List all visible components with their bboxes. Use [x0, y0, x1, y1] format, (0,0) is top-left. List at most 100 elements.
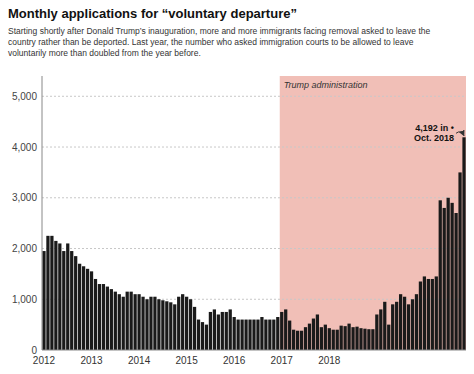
bar: [225, 312, 228, 350]
bar: [439, 200, 442, 350]
bar: [443, 208, 446, 350]
y-tick-label: 4,000: [12, 142, 37, 153]
bar: [391, 304, 394, 350]
bar: [237, 320, 240, 350]
subtitle: Starting shortly after Donald Trump’s in…: [8, 26, 430, 58]
bar: [451, 203, 454, 350]
bar: [50, 236, 53, 350]
bar: [407, 304, 410, 350]
bar: [340, 326, 343, 350]
subtitle-line: Starting shortly after Donald Trump’s in…: [8, 26, 430, 36]
bar: [288, 321, 291, 350]
bar: [193, 307, 196, 350]
bar: [387, 325, 390, 350]
bar: [292, 330, 295, 350]
bar: [383, 302, 386, 350]
bar: [359, 328, 362, 350]
bar: [316, 314, 319, 350]
bar: [137, 294, 140, 350]
bar: [78, 264, 81, 350]
bar: [197, 320, 200, 350]
bar: [276, 317, 279, 350]
bar: [320, 327, 323, 350]
x-tick-label: 2014: [128, 355, 151, 366]
bar: [244, 320, 247, 350]
y-tick-label: 1,000: [12, 294, 37, 305]
bar: [363, 329, 366, 350]
bar: [336, 330, 339, 350]
bar: [260, 317, 263, 350]
bar: [153, 297, 156, 350]
bar: [375, 314, 378, 350]
bar: [122, 297, 125, 350]
bar: [447, 198, 450, 350]
bar: [296, 331, 299, 350]
bar: [229, 309, 232, 350]
bar: [209, 312, 212, 350]
bar: [423, 276, 426, 350]
bar: [308, 324, 311, 350]
x-tick-label: 2017: [271, 355, 294, 366]
bar: [90, 271, 93, 350]
bar: [213, 309, 216, 350]
bar: [419, 282, 422, 351]
bar: [399, 294, 402, 350]
bar: [233, 317, 236, 350]
period-label: Trump administration: [284, 80, 368, 90]
bar: [221, 312, 224, 350]
title: Monthly applications for “voluntary depa…: [8, 6, 297, 21]
bar: [240, 320, 243, 350]
bar: [189, 299, 192, 350]
bar: [98, 284, 101, 350]
bar: [355, 327, 358, 350]
bar: [106, 287, 109, 350]
bar: [256, 320, 259, 350]
bar: [403, 297, 406, 350]
annotation-arrow: [456, 132, 464, 136]
x-tick-label: 2018: [318, 355, 341, 366]
bar: [133, 294, 136, 350]
bar: [157, 299, 160, 350]
bar: [74, 256, 77, 350]
bar: [185, 297, 188, 350]
bar: [70, 251, 73, 350]
bar: [110, 289, 113, 350]
bar: [395, 302, 398, 350]
grid-line: [42, 299, 466, 300]
bar: [379, 309, 382, 350]
annotation: 4,192 in •Oct. 2018: [414, 123, 454, 143]
bar: [458, 172, 461, 350]
bar: [205, 325, 208, 350]
bar: [54, 241, 57, 350]
grid-line: [42, 147, 466, 148]
bar: [161, 300, 164, 350]
bar: [177, 297, 180, 350]
bar: [126, 292, 129, 350]
plot-area: [42, 76, 466, 350]
bar: [415, 294, 418, 350]
subtitle-line: voluntarily more than doubled from the y…: [8, 48, 201, 58]
bar: [118, 294, 121, 350]
grid-line: [42, 248, 466, 249]
bar: [347, 324, 350, 350]
bar: [141, 297, 144, 350]
y-tick-label: 0: [31, 345, 37, 356]
bar: [149, 297, 152, 350]
bar: [367, 329, 370, 350]
bar: [264, 320, 267, 350]
bar: [344, 326, 347, 350]
bar: [312, 319, 315, 350]
bar: [145, 299, 148, 350]
bar: [173, 304, 176, 350]
bar: [66, 243, 69, 350]
bar: [102, 284, 105, 350]
bar: [435, 276, 438, 350]
annotation-line: Oct. 2018: [414, 133, 454, 143]
y-axis-line: [42, 76, 43, 350]
bar: [82, 266, 85, 350]
grid-line: [42, 350, 466, 351]
bar: [284, 309, 287, 350]
y-tick-label: 2,000: [12, 243, 37, 254]
bar: [328, 328, 331, 350]
bar: [217, 314, 220, 350]
